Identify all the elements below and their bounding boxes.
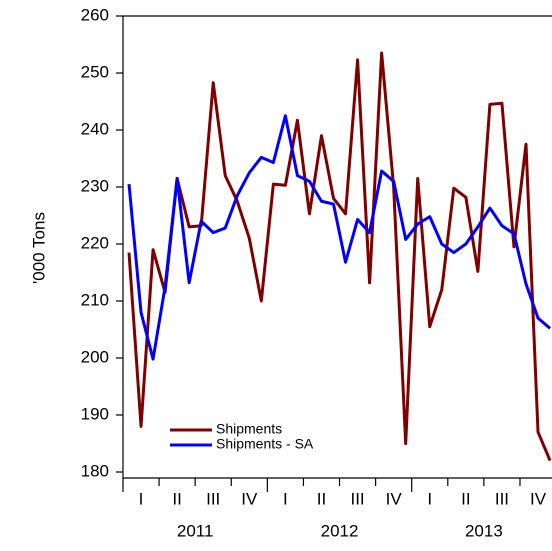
year-label: 2013 xyxy=(465,521,503,540)
x-tick-label: I xyxy=(139,489,144,508)
x-tick-label: III xyxy=(206,489,220,508)
legend-label: Shipments xyxy=(216,421,282,437)
y-tick-label: 240 xyxy=(81,119,109,138)
y-axis-label: '000 Tons xyxy=(29,212,48,284)
x-tick-label: I xyxy=(283,489,288,508)
y-tick-label: 180 xyxy=(81,461,109,480)
x-tick-label: III xyxy=(495,489,509,508)
y-tick-label: 190 xyxy=(81,404,109,423)
x-tick-label: II xyxy=(317,489,326,508)
x-tick-label: I xyxy=(427,489,432,508)
y-tick-label: 210 xyxy=(81,290,109,309)
year-label: 2012 xyxy=(321,521,359,540)
legend-label: Shipments - SA xyxy=(216,436,314,452)
y-tick-label: 200 xyxy=(81,347,109,366)
x-tick-label: II xyxy=(172,489,181,508)
x-tick-label: II xyxy=(461,489,470,508)
y-tick-label: 250 xyxy=(81,62,109,81)
x-tick-label: IV xyxy=(530,489,547,508)
year-label: 2011 xyxy=(177,521,214,540)
x-tick-label: IV xyxy=(241,489,258,508)
y-tick-label: 260 xyxy=(81,5,109,24)
y-tick-label: 230 xyxy=(81,176,109,195)
x-tick-label: III xyxy=(350,489,364,508)
x-tick-label: IV xyxy=(386,489,403,508)
series-line xyxy=(127,51,552,462)
series-line xyxy=(127,114,552,361)
y-tick-label: 220 xyxy=(81,233,109,252)
